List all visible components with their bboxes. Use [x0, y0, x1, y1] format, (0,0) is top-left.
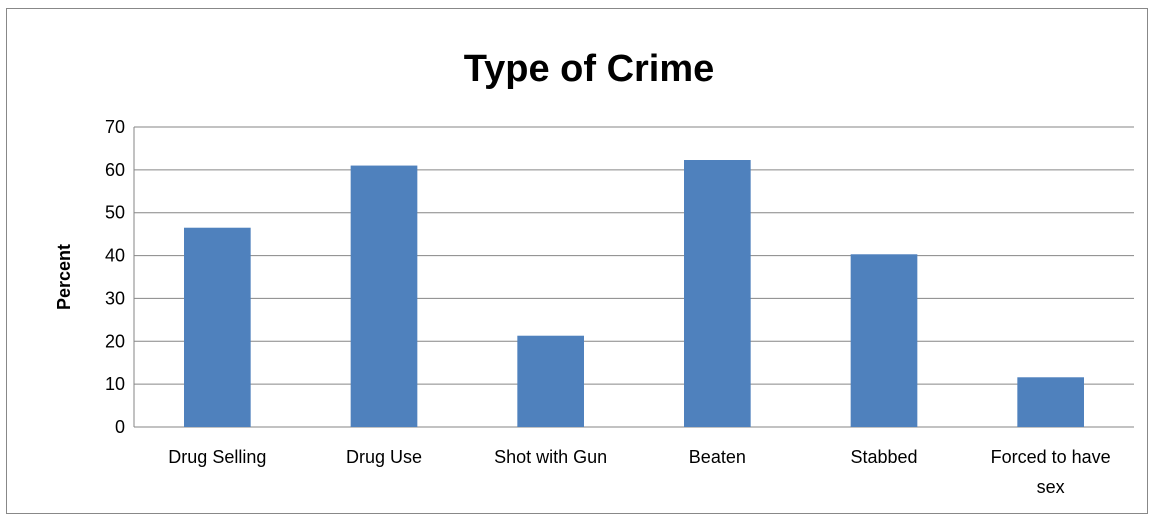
bar	[850, 254, 918, 427]
bar	[517, 335, 584, 427]
y-tick-labels: 0 10 20 30 40 50 60 70	[105, 117, 125, 437]
x-category-label: Drug Selling	[168, 447, 266, 467]
bar	[350, 165, 418, 428]
bars	[184, 160, 1084, 428]
bar	[684, 160, 751, 427]
y-tick-label: 40	[105, 246, 125, 266]
bar	[1017, 377, 1084, 427]
y-tick-label: 0	[115, 417, 125, 437]
x-category-label: Beaten	[689, 447, 746, 467]
y-tick-label: 60	[105, 160, 125, 180]
y-tick-label: 30	[105, 288, 125, 308]
y-tick-label: 20	[105, 331, 125, 351]
y-axis-label: Percent	[54, 244, 74, 310]
x-category-label: Drug Use	[346, 447, 422, 467]
x-category-label: Shot with Gun	[494, 447, 607, 467]
category-labels: Drug Selling Drug Use Shot with Gun Beaten S…	[168, 447, 1110, 497]
chart-title: Type of Crime	[464, 48, 715, 90]
bar	[184, 227, 251, 427]
gridlines	[133, 126, 1134, 428]
bar-chart: Type of Crime Percent 0 10 20 30 40 50 60 70 Dr…	[54, 48, 1134, 497]
y-tick-label: 70	[105, 117, 125, 137]
x-category-label: Stabbed	[850, 447, 917, 467]
chart-frame: Type of Crime Percent 0 10 20 30 40 50 60 70 Dr…	[6, 8, 1148, 514]
y-tick-label: 50	[105, 203, 125, 223]
y-tick-label: 10	[105, 374, 125, 394]
x-category-label: Forced to have sex	[991, 447, 1111, 497]
